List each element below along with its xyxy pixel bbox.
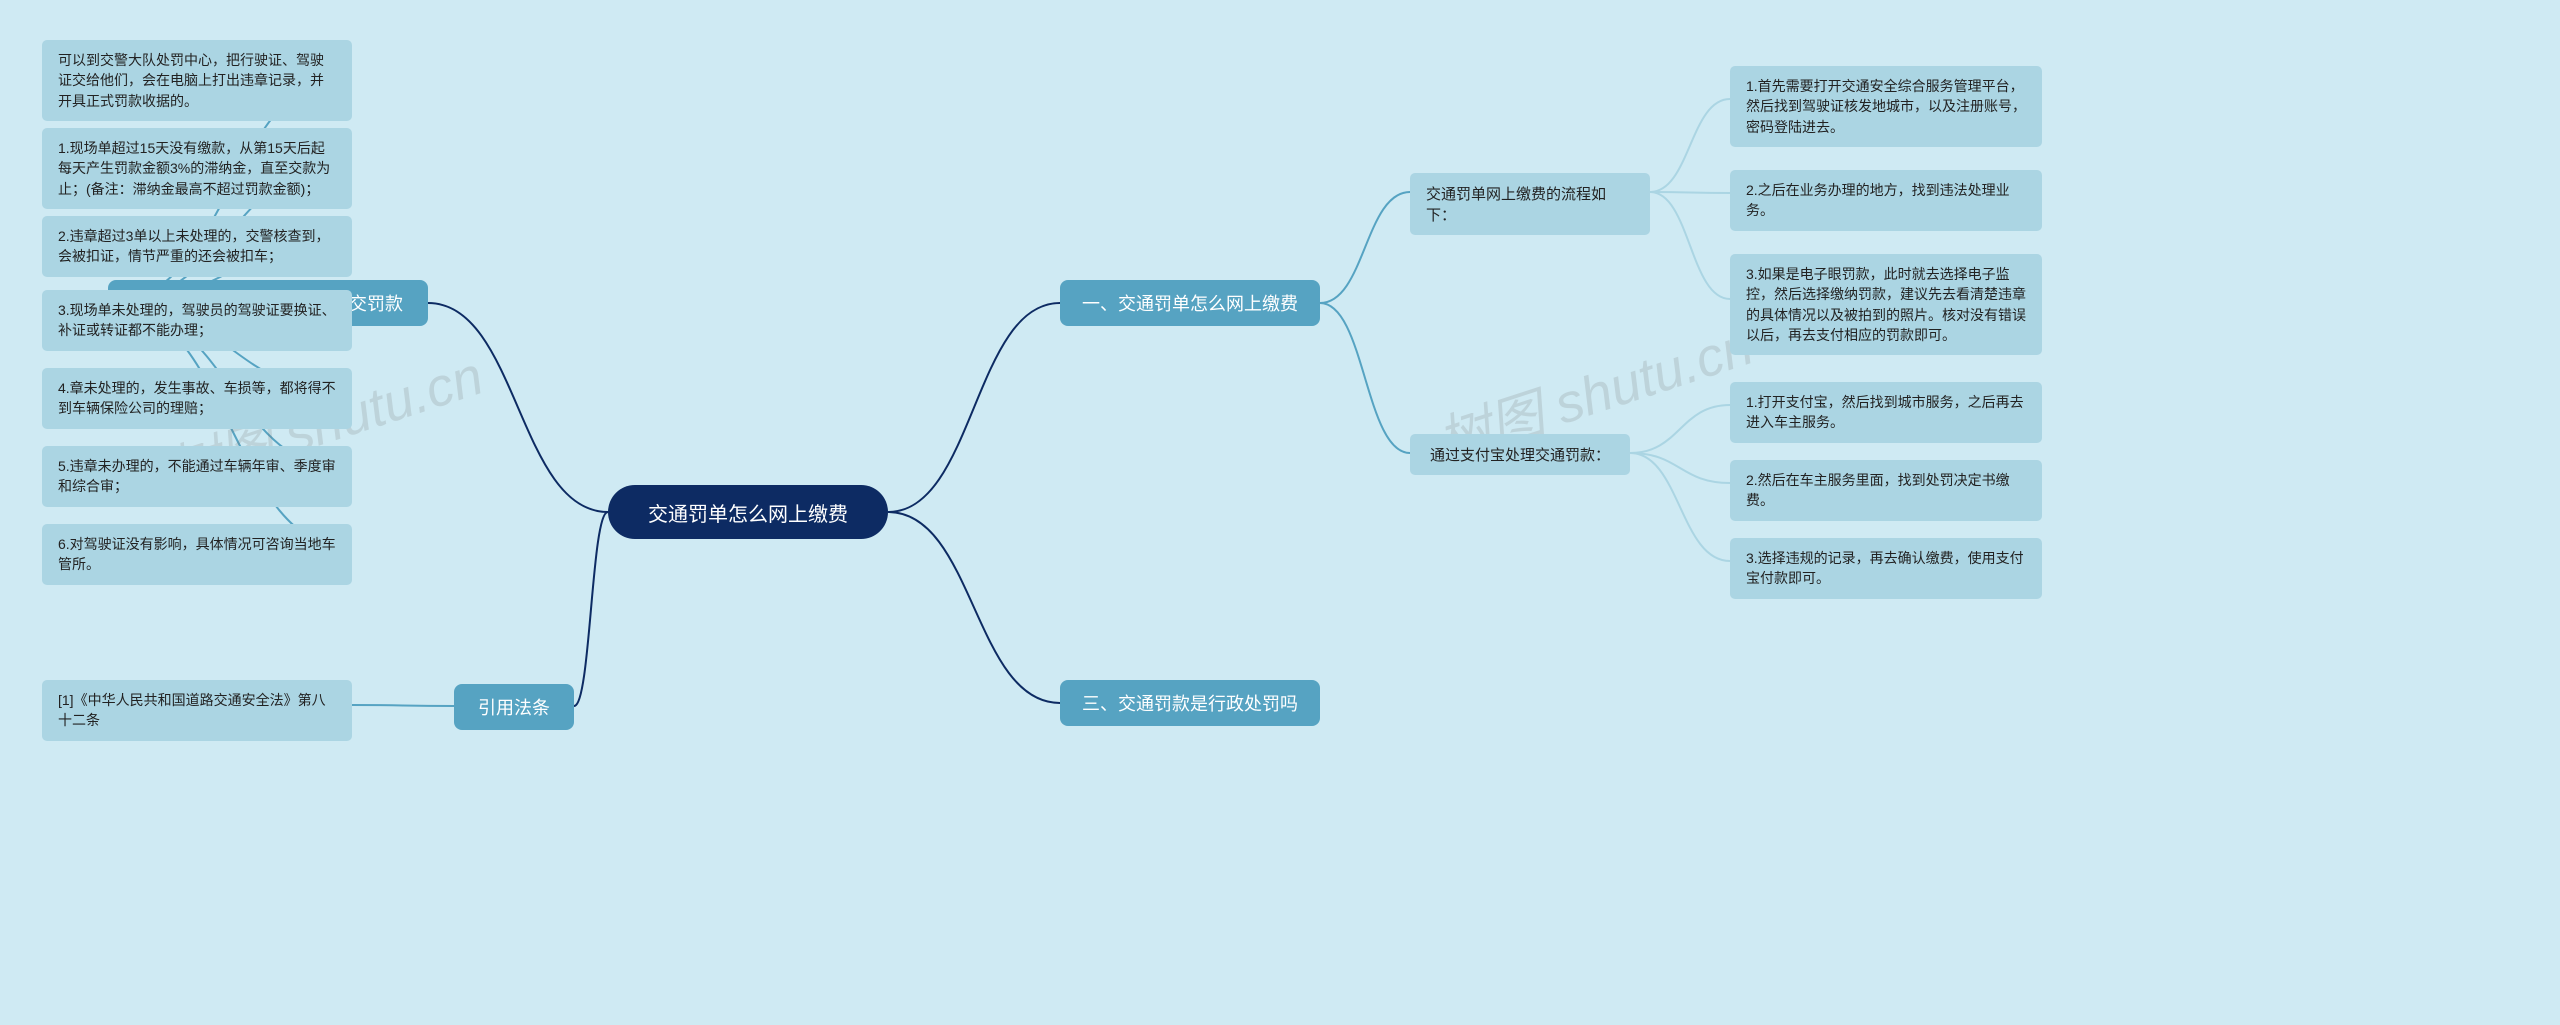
sub-node-s2[interactable]: 通过支付宝处理交通罚款： [1410,434,1630,475]
mindmap-root-node[interactable]: 交通罚单怎么网上缴费 [608,485,888,539]
leaf-l34[interactable]: 3.现场单未处理的，驾驶员的驾驶证要换证、补证或转证都不能办理； [42,290,352,351]
leaf-l33[interactable]: 2.违章超过3单以上未处理的，交警核查到，会被扣证，情节严重的还会被扣车； [42,216,352,277]
leaf-l36[interactable]: 5.违章未办理的，不能通过车辆年审、季度审和综合审； [42,446,352,507]
leaf-l35[interactable]: 4.章未处理的，发生事故、车损等，都将得不到车辆保险公司的理赔； [42,368,352,429]
leaf-l23[interactable]: 3.选择违规的记录，再去确认缴费，使用支付宝付款即可。 [1730,538,2042,599]
branch-1-node[interactable]: 一、交通罚单怎么网上缴费 [1060,280,1320,326]
leaf-l12[interactable]: 2.之后在业务办理的地方，找到违法处理业务。 [1730,170,2042,231]
leaf-l31[interactable]: 可以到交警大队处罚中心，把行驶证、驾驶证交给他们，会在电脑上打出违章记录，并开具… [42,40,352,121]
leaf-l37[interactable]: 6.对驾驶证没有影响，具体情况可咨询当地车管所。 [42,524,352,585]
leaf-l22[interactable]: 2.然后在车主服务里面，找到处罚决定书缴费。 [1730,460,2042,521]
leaf-l32[interactable]: 1.现场单超过15天没有缴款，从第15天后起每天产生罚款金额3%的滞纳金，直至交… [42,128,352,209]
mindmap-links [0,0,2560,1025]
leaf-l11[interactable]: 1.首先需要打开交通安全综合服务管理平台，然后找到驾驶证核发地城市，以及注册账号… [1730,66,2042,147]
sub-node-s1[interactable]: 交通罚单网上缴费的流程如下： [1410,173,1650,235]
leaf-l41[interactable]: [1]《中华人民共和国道路交通安全法》第八十二条 [42,680,352,741]
leaf-l13[interactable]: 3.如果是电子眼罚款，此时就去选择电子监控，然后选择缴纳罚款，建议先去看清楚违章… [1730,254,2042,355]
branch-3-node[interactable]: 三、交通罚款是行政处罚吗 [1060,680,1320,726]
branch-4-node[interactable]: 引用法条 [454,684,574,730]
leaf-l21[interactable]: 1.打开支付宝，然后找到城市服务，之后再去进入车主服务。 [1730,382,2042,443]
